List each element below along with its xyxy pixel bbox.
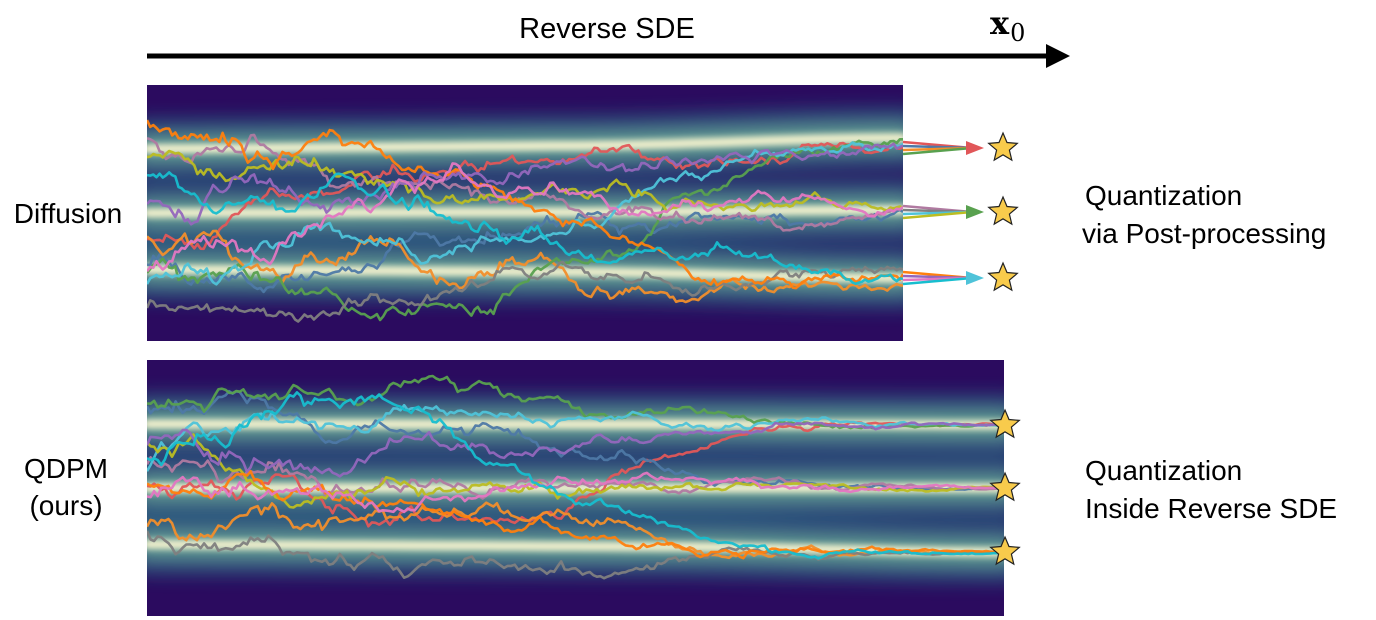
- star-icon: [989, 535, 1021, 566]
- arrow-right-icon: [902, 210, 973, 220]
- qdpm-trajectory: [147, 391, 1004, 560]
- qdpm-trajectory: [147, 421, 1004, 478]
- arrow-right-icon: [966, 205, 984, 219]
- post-processing-arrows: [902, 140, 984, 286]
- targets-diffusion: [987, 131, 1019, 292]
- reverse-sde-arrow: [147, 44, 1070, 68]
- diffusion-trajectory: [147, 260, 903, 323]
- diffusion-trajectory: [147, 141, 903, 251]
- x0-label: x0: [990, 4, 1025, 47]
- panel-qdpm: QDPM (ours) Quantization Inside Reverse …: [24, 360, 1337, 616]
- qdpm-trajectory: [147, 403, 1004, 472]
- diffusion-trajectory: [147, 141, 903, 286]
- trajectories-qdpm: [147, 374, 1004, 580]
- star-icon: [989, 408, 1021, 439]
- arrow-right-icon: [1046, 44, 1070, 68]
- qdpm-trajectory: [147, 471, 1004, 514]
- arrow-right-icon: [902, 276, 973, 286]
- panel-label-qdpm-line2: (ours): [29, 490, 102, 521]
- diffusion-trajectory: [147, 162, 903, 273]
- diffusion-trajectory: [147, 119, 903, 290]
- arrow-right-icon: [966, 141, 984, 155]
- diffusion-trajectory: [147, 229, 903, 304]
- qdpm-trajectory: [147, 374, 1004, 430]
- star-icon: [987, 261, 1019, 292]
- arrow-right-icon: [902, 146, 973, 156]
- reverse-sde-label: Reverse SDE: [519, 13, 695, 45]
- star-icon: [987, 195, 1019, 226]
- caption-qdpm-line1: Quantization: [1085, 455, 1242, 486]
- caption-qdpm-line2: Inside Reverse SDE: [1085, 493, 1337, 524]
- panel-label-qdpm-line1: QDPM: [24, 453, 108, 484]
- diffusion-trajectory: [147, 133, 903, 232]
- qdpm-trajectory: [147, 456, 1004, 500]
- targets-qdpm: [989, 408, 1021, 566]
- caption-diffusion-line2: via Post-processing: [1082, 218, 1326, 249]
- diffusion-trajectory: [147, 138, 903, 322]
- star-icon: [989, 471, 1021, 502]
- panel-label-diffusion: Diffusion: [14, 198, 122, 229]
- density-heatmap-qdpm: [147, 360, 1004, 616]
- diffusion-trajectory: [147, 149, 903, 213]
- qdpm-trajectory: [147, 530, 1004, 580]
- diffusion-trajectory: [147, 171, 903, 286]
- trajectories-diffusion: [147, 119, 903, 323]
- caption-diffusion-line1: Quantization: [1085, 180, 1242, 211]
- arrow-right-icon: [966, 271, 984, 285]
- diffusion-trajectory: [147, 142, 903, 226]
- panel-diffusion: Diffusion Quantization via Post-processi…: [14, 85, 1326, 341]
- star-icon: [987, 131, 1019, 162]
- density-heatmap-diffusion: [147, 85, 903, 341]
